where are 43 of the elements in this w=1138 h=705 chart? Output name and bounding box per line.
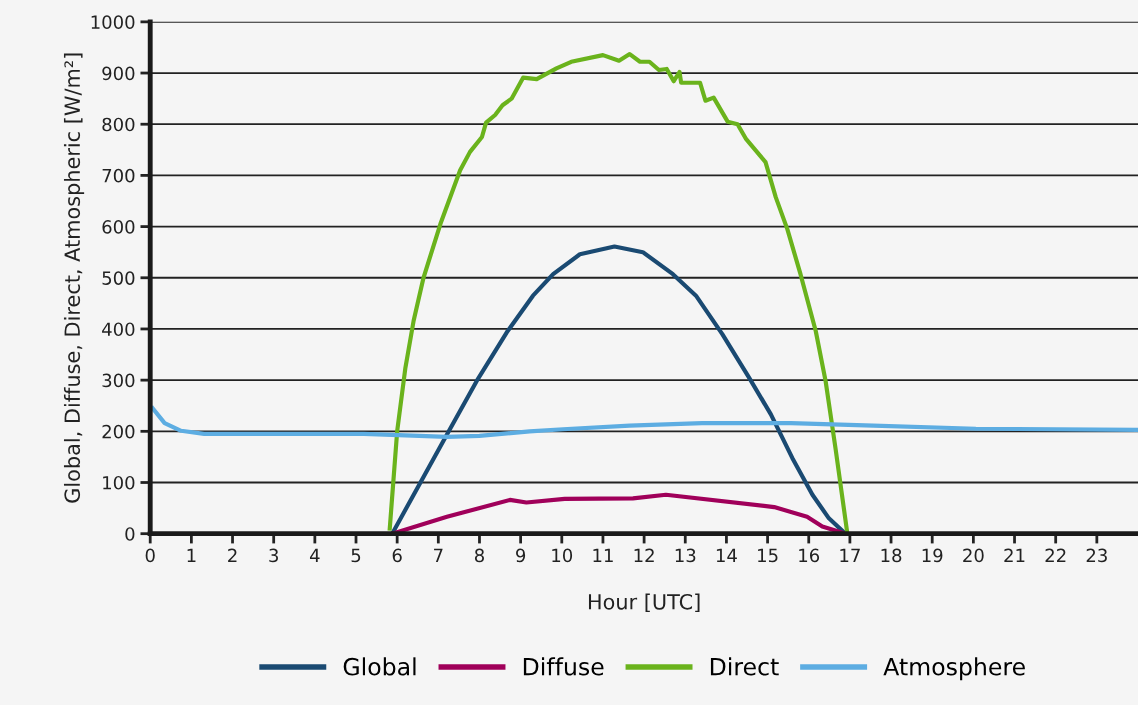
x-tick-label: 7 xyxy=(434,548,443,562)
y-tick-label: 700 xyxy=(102,168,135,183)
x-tick-label: 5 xyxy=(351,548,361,563)
line-series xyxy=(387,52,850,534)
y-tick-label: 400 xyxy=(102,322,135,337)
x-tick-label: 0 xyxy=(145,548,155,563)
legend-label: Diffuse xyxy=(523,657,604,676)
y-axis-title: Global, Diffuse, Direct, Atmospheric [W/m²] xyxy=(63,53,85,503)
x-tick-label: 23 xyxy=(1086,548,1107,563)
x-tick-label: 19 xyxy=(922,548,943,563)
y-tick-label: 1000 xyxy=(91,15,135,29)
x-tick-label: 3 xyxy=(269,548,278,563)
x-tick-label: 12 xyxy=(634,548,654,562)
x-tick-label: 14 xyxy=(716,548,737,562)
x-tick-label: 9 xyxy=(516,548,526,563)
y-tick-label: 0 xyxy=(125,527,135,541)
x-tick-label: 22 xyxy=(1045,548,1066,562)
x-tick-label: 21 xyxy=(1004,548,1025,562)
x-tick-label: 18 xyxy=(881,548,902,563)
x-tick-label: 1 xyxy=(187,548,196,562)
legend-label: Atmosphere xyxy=(883,657,1025,681)
legend-label: Direct xyxy=(710,657,779,676)
y-tick-label: 200 xyxy=(102,424,135,439)
line-series xyxy=(390,244,848,534)
x-tick-label: 11 xyxy=(593,548,613,562)
legend-label: Global xyxy=(343,657,416,676)
x-axis-title: Hour [UTC] xyxy=(588,593,700,613)
x-tick-label: 20 xyxy=(963,548,984,563)
y-tick-label: 800 xyxy=(102,117,135,132)
x-tick-label: 4 xyxy=(309,548,320,562)
y-tick-label: 500 xyxy=(102,271,135,285)
x-tick-label: 13 xyxy=(675,548,696,563)
x-tick-label: 6 xyxy=(392,548,402,563)
y-tick-label: 600 xyxy=(102,220,135,234)
x-tick-label: 17 xyxy=(840,548,860,562)
y-tick-label: 900 xyxy=(102,66,135,81)
y-tick-label: 300 xyxy=(102,373,135,388)
x-tick-label: 2 xyxy=(228,548,237,562)
y-tick-label: 100 xyxy=(103,475,135,490)
x-tick-label: 8 xyxy=(474,548,484,563)
x-tick-label: 10 xyxy=(552,548,573,563)
x-tick-label: 16 xyxy=(799,548,820,563)
x-tick-label: 15 xyxy=(758,548,778,563)
